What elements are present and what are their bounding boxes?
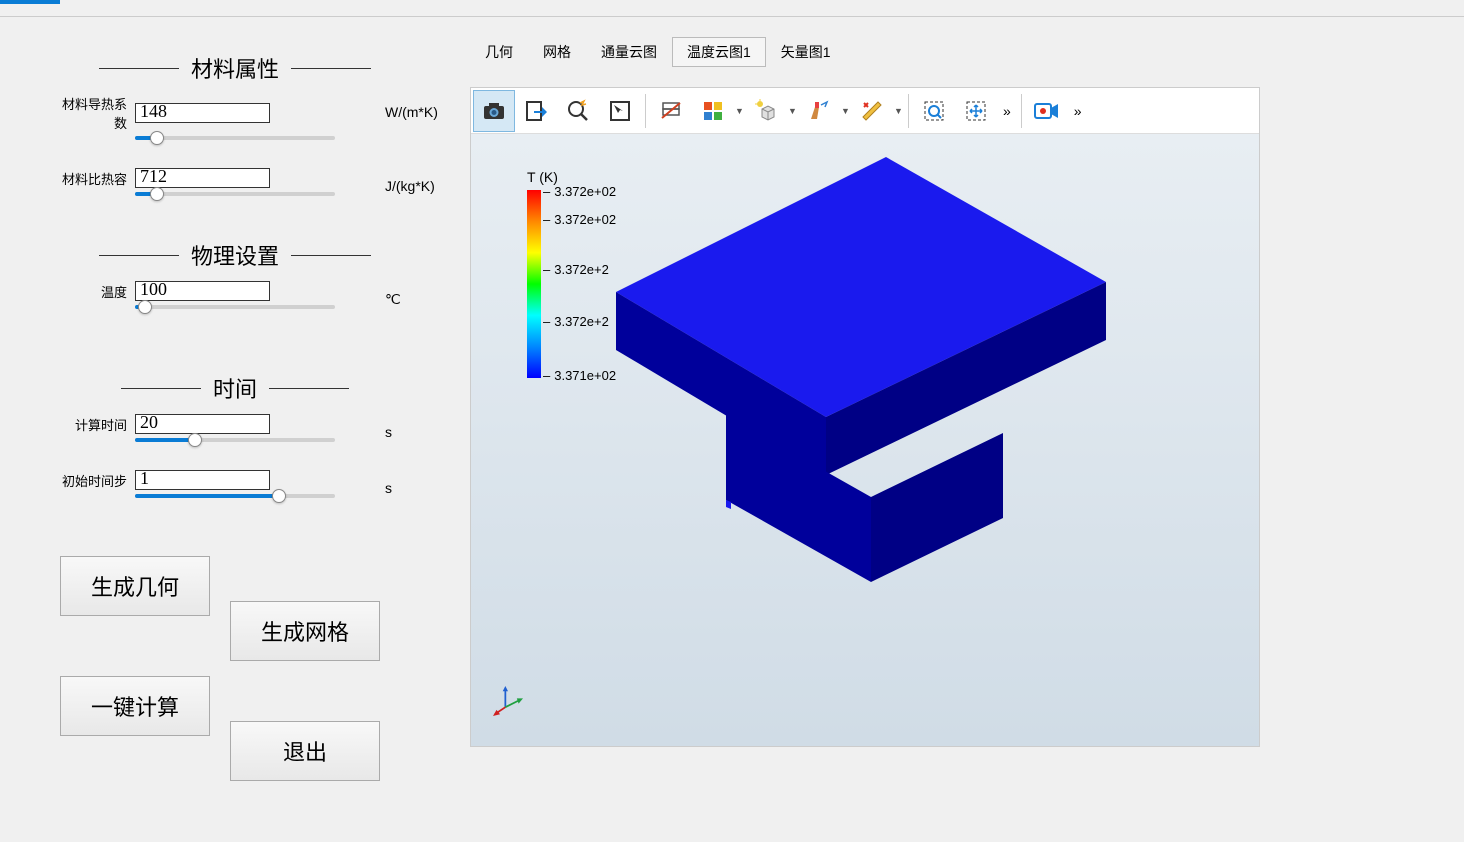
colorbar-tick: 3.372e+2: [543, 314, 609, 329]
tab-temperature[interactable]: 温度云图1: [672, 37, 766, 67]
level-icon[interactable]: [650, 90, 692, 132]
3d-viewport[interactable]: T (K) 3.372e+02 3.372e+02 3.372e+2 3.372…: [471, 134, 1259, 746]
slider-specific-heat[interactable]: [135, 192, 335, 196]
color-box-icon[interactable]: [692, 90, 734, 132]
export-icon[interactable]: [515, 90, 557, 132]
colorbar-tick: 3.372e+2: [543, 262, 609, 277]
dropdown-icon[interactable]: ▼: [735, 106, 745, 116]
input-temperature[interactable]: 100: [135, 281, 270, 301]
measure-icon[interactable]: [851, 90, 893, 132]
dropdown-icon[interactable]: ▼: [841, 106, 851, 116]
frame-zoom-icon[interactable]: [913, 90, 955, 132]
section-title-time: 时间: [201, 372, 269, 404]
gen-mesh-button[interactable]: 生成网格: [230, 601, 380, 661]
colorbar-tick: 3.372e+02: [543, 184, 616, 199]
slider-init-step[interactable]: [135, 494, 335, 498]
zoom-search-icon[interactable]: [557, 90, 599, 132]
input-specific-heat[interactable]: 712: [135, 168, 270, 188]
section-title-material: 材料属性: [179, 52, 291, 84]
dropdown-icon[interactable]: ▼: [788, 106, 798, 116]
unit-calc-time: s: [385, 424, 392, 440]
input-calc-time[interactable]: 20: [135, 414, 270, 434]
camera-icon[interactable]: [473, 90, 515, 132]
record-icon[interactable]: [1026, 90, 1068, 132]
exit-button[interactable]: 退出: [230, 721, 380, 781]
tab-flux[interactable]: 通量云图: [586, 37, 672, 67]
dropdown-icon[interactable]: ▼: [894, 106, 904, 116]
unit-specific-heat: J/(kg*K): [385, 178, 435, 194]
3d-model: [611, 152, 1131, 592]
colorbar-title: T (K): [527, 169, 558, 185]
label-temperature: 温度: [60, 282, 135, 301]
unit-temperature: ℃: [385, 291, 401, 308]
label-init-step: 初始时间步: [60, 471, 135, 490]
axis-gizmo-icon: [493, 686, 523, 716]
more-icon[interactable]: »: [1068, 103, 1088, 119]
input-thermal-conductivity[interactable]: 148: [135, 103, 270, 123]
compute-button[interactable]: 一键计算: [60, 676, 210, 736]
label-calc-time: 计算时间: [60, 415, 135, 434]
tab-geometry[interactable]: 几何: [470, 37, 528, 67]
viewport-panel: 几何 网格 通量云图 温度云图1 矢量图1: [450, 17, 1464, 842]
input-init-step[interactable]: 1: [135, 470, 270, 490]
tab-mesh[interactable]: 网格: [528, 37, 586, 67]
settings-panel: 材料属性 材料导热系数 148 W/(m*K) 材料比热容 712: [0, 17, 450, 842]
section-title-physics: 物理设置: [179, 239, 291, 271]
light-cube-icon[interactable]: [745, 90, 787, 132]
colorbar-tick: 3.372e+02: [543, 212, 616, 227]
gen-geometry-button[interactable]: 生成几何: [60, 556, 210, 616]
unit-init-step: s: [385, 480, 392, 496]
section-time: 时间: [60, 372, 410, 404]
section-physics: 物理设置: [60, 239, 410, 271]
slider-temperature[interactable]: [135, 305, 335, 309]
box-select-icon[interactable]: [599, 90, 641, 132]
label-specific-heat: 材料比热容: [60, 169, 135, 188]
slider-thermal-conductivity[interactable]: [135, 136, 335, 140]
slider-calc-time[interactable]: [135, 438, 335, 442]
pan-icon[interactable]: [955, 90, 997, 132]
section-material: 材料属性: [60, 52, 410, 84]
label-thermal-conductivity: 材料导热系数: [60, 94, 135, 132]
viewport-toolbar: ▼ ▼ ▼ ▼ »: [471, 88, 1259, 134]
sweep-icon[interactable]: [798, 90, 840, 132]
colorbar-tick: 3.371e+02: [543, 368, 616, 383]
tab-bar: 几何 网格 通量云图 温度云图1 矢量图1: [460, 37, 1424, 67]
colorbar: [527, 190, 541, 378]
unit-thermal-conductivity: W/(m*K): [385, 104, 438, 120]
more-icon[interactable]: »: [997, 103, 1017, 119]
tab-vector[interactable]: 矢量图1: [766, 37, 846, 67]
